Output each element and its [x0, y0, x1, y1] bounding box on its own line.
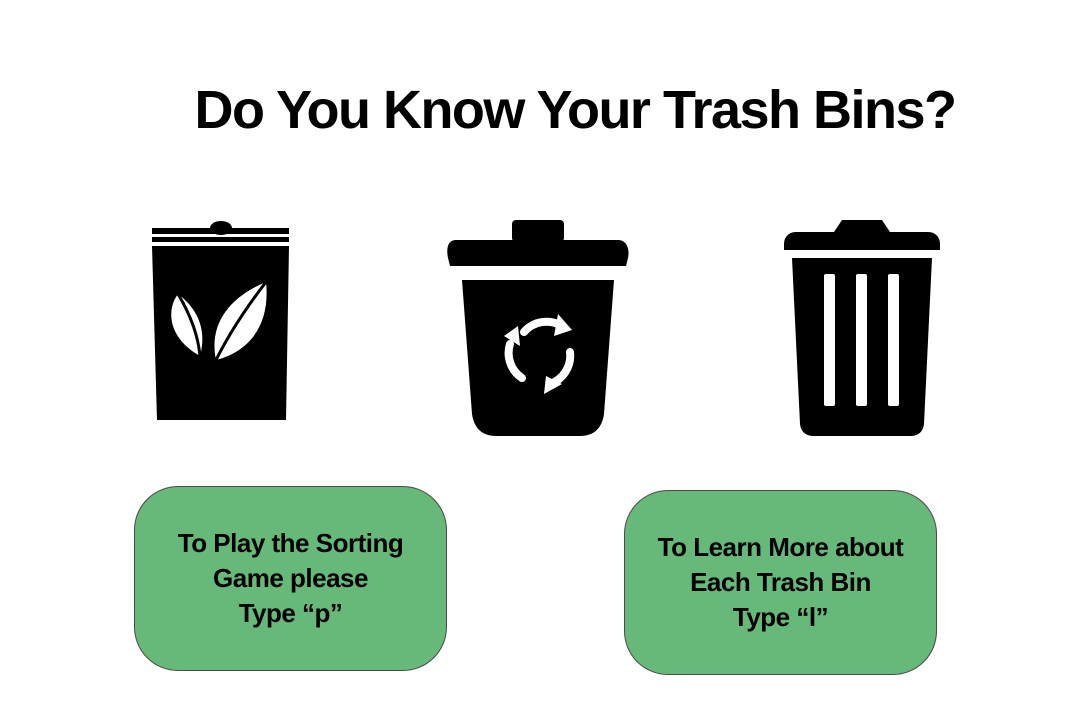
learn-option-text: To Learn More about Each Trash Bin Type …	[658, 530, 904, 635]
learn-option-line: Each Trash Bin	[690, 567, 871, 597]
leaf-icon	[171, 281, 268, 361]
play-game-option[interactable]: To Play the Sorting Game please Type “p”	[134, 486, 447, 671]
play-option-line: To Play the Sorting	[177, 528, 404, 558]
page-title: Do You Know Your Trash Bins?	[194, 80, 957, 140]
learn-more-option[interactable]: To Learn More about Each Trash Bin Type …	[624, 490, 937, 675]
compost-bin-icon	[150, 218, 292, 424]
play-option-text: To Play the Sorting Game please Type “p”	[177, 526, 404, 631]
trash-bin-icon	[782, 218, 942, 440]
play-option-line: Game please	[213, 563, 368, 593]
recycling-bin-icon	[446, 218, 630, 440]
trash-can-icon	[824, 274, 899, 406]
learn-option-line: To Learn More about	[657, 532, 904, 562]
play-option-line: Type “p”	[238, 598, 343, 628]
learn-option-line: Type “l”	[732, 602, 829, 632]
